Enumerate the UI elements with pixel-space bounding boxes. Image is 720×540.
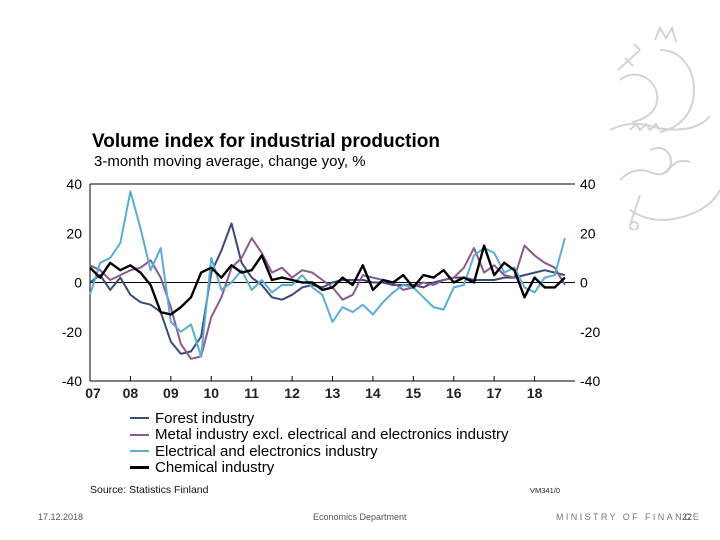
chart-title: Volume index for industrial production xyxy=(92,131,440,152)
footer-date: 17.12.2018 xyxy=(38,512,84,522)
legend-item-chemical: Chemical industry xyxy=(130,459,508,477)
y-tick-label-right: 20 xyxy=(580,225,596,241)
x-tick-label: 12 xyxy=(284,385,300,401)
x-tick-label: 14 xyxy=(365,385,381,401)
y-tick-label-right: 0 xyxy=(580,275,588,291)
legend-label: Forest industry xyxy=(155,409,255,427)
y-tick-label-left: 0 xyxy=(74,275,82,291)
x-tick-label: 17 xyxy=(486,385,502,401)
finnish-lion-crest-icon xyxy=(600,10,720,235)
y-tick-label-right: 40 xyxy=(580,176,596,192)
legend-swatch-chemical xyxy=(130,466,149,470)
y-tick-label-left: -20 xyxy=(62,324,82,340)
legend-label: Chemical industry xyxy=(155,459,275,477)
y-tick-label-right: -40 xyxy=(580,373,600,389)
chart-code: VM341/0 xyxy=(530,486,561,495)
x-tick-label: 16 xyxy=(446,385,462,401)
x-tick-label: 07 xyxy=(85,385,101,401)
footer-ministry: MINISTRY OF FINANCE xyxy=(556,512,702,522)
series-line-metal xyxy=(89,237,566,360)
legend-swatch-metal xyxy=(130,433,149,436)
x-tick-label: 18 xyxy=(527,385,543,401)
legend-swatch-electrical xyxy=(130,450,149,453)
x-tick-label: 08 xyxy=(123,385,139,401)
footer-department: Economics Department xyxy=(313,512,407,522)
y-tick-label-right: -20 xyxy=(580,324,600,340)
page-number: 22 xyxy=(682,512,693,522)
legend-item-metal: Metal industry excl. electrical and elec… xyxy=(130,426,509,444)
x-tick-label: 15 xyxy=(406,385,422,401)
chart-source: Source: Statistics Finland xyxy=(90,484,209,496)
legend-item-electrical: Electrical and electronics industry xyxy=(130,443,508,460)
x-tick-label: 09 xyxy=(163,385,179,401)
x-tick-label: 13 xyxy=(325,385,341,401)
x-tick-label: 11 xyxy=(244,385,259,401)
legend-swatch-forest xyxy=(130,417,149,420)
chart-subtitle: 3-month moving average, change yoy, % xyxy=(94,153,366,170)
legend-label: Electrical and electronics industry xyxy=(155,442,378,460)
y-tick-label-left: -40 xyxy=(62,373,82,389)
x-tick-label: 10 xyxy=(203,385,219,401)
series-line-chemical xyxy=(89,244,566,316)
legend-label: Metal industry excl. electrical and elec… xyxy=(155,426,509,444)
legend-item-forest: Forest industry xyxy=(130,410,508,427)
chart-legend: Forest industry Metal industry excl. ele… xyxy=(130,410,508,476)
y-tick-label-left: 20 xyxy=(66,225,82,241)
series-line-forest xyxy=(89,222,566,355)
y-tick-label-left: 40 xyxy=(66,176,82,192)
